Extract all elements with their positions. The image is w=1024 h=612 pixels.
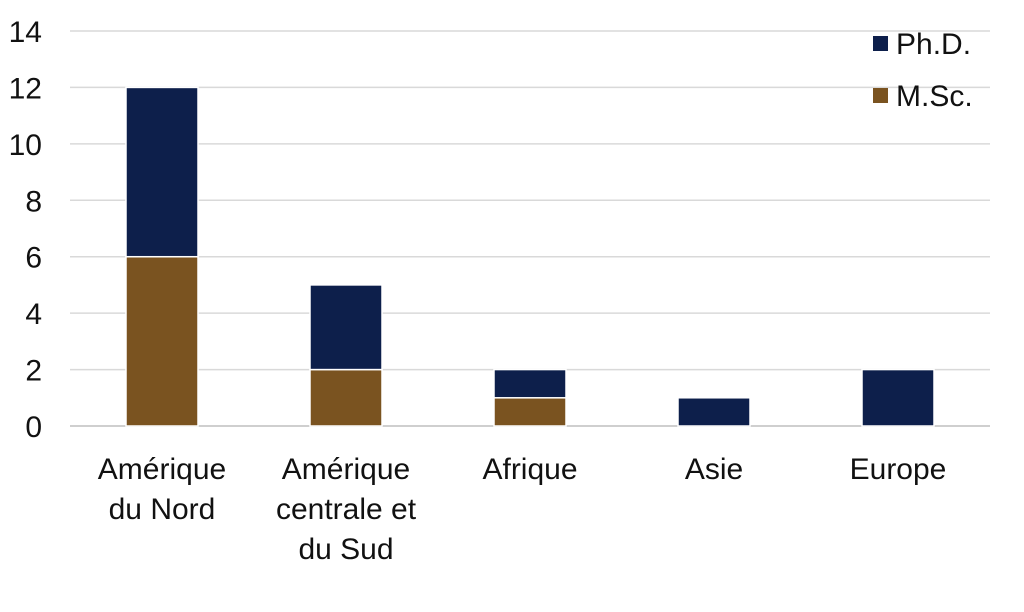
bar-segment-phd	[861, 368, 935, 427]
bar-segment-msc	[309, 368, 383, 427]
x-category-label-line: Amérique	[282, 453, 410, 486]
y-tick-label: 4	[25, 298, 42, 331]
x-category-label: Amérique centrale et du Sud	[276, 453, 417, 566]
y-tick-label: 8	[25, 185, 42, 218]
x-category-label-line: Europe	[850, 453, 947, 486]
bar-segment-msc	[125, 255, 199, 427]
y-axis: 0 2 4 6 8 10 12 14	[9, 16, 42, 444]
x-category-label-line: Asie	[685, 453, 743, 486]
x-category-label: Europe	[850, 453, 947, 486]
x-category-label-line: centrale et	[276, 493, 417, 526]
x-category-label-line: Afrique	[482, 453, 577, 486]
x-category-label-line: du Sud	[298, 533, 393, 566]
legend-label: Ph.D.	[896, 28, 971, 61]
bar-segment-phd	[309, 284, 383, 371]
y-tick-label: 10	[9, 129, 42, 162]
y-tick-label: 6	[25, 242, 42, 275]
bars	[125, 86, 935, 427]
x-category-label: Asie	[685, 453, 743, 486]
bar-segment-phd	[125, 86, 199, 258]
y-tick-label: 12	[9, 72, 42, 105]
y-tick-label: 0	[25, 411, 42, 444]
gridlines	[70, 30, 990, 427]
legend-swatch	[873, 88, 888, 103]
y-tick-label: 2	[25, 355, 42, 388]
x-category-label: Afrique	[482, 453, 577, 486]
bar-segment-phd	[493, 368, 567, 399]
x-category-label-line: Amérique	[98, 453, 226, 486]
bar-segment-msc	[493, 397, 567, 427]
y-tick-label: 14	[9, 16, 42, 49]
x-axis: Amérique du Nord Amérique centrale et du Sud…	[98, 453, 947, 566]
legend-swatch	[873, 36, 888, 51]
x-category-label: Amérique du Nord	[98, 453, 226, 526]
legend: Ph.D. M.Sc.	[873, 28, 973, 113]
bar-segment-phd	[677, 397, 751, 427]
legend-label: M.Sc.	[896, 80, 973, 113]
x-category-label-line: du Nord	[109, 493, 216, 526]
